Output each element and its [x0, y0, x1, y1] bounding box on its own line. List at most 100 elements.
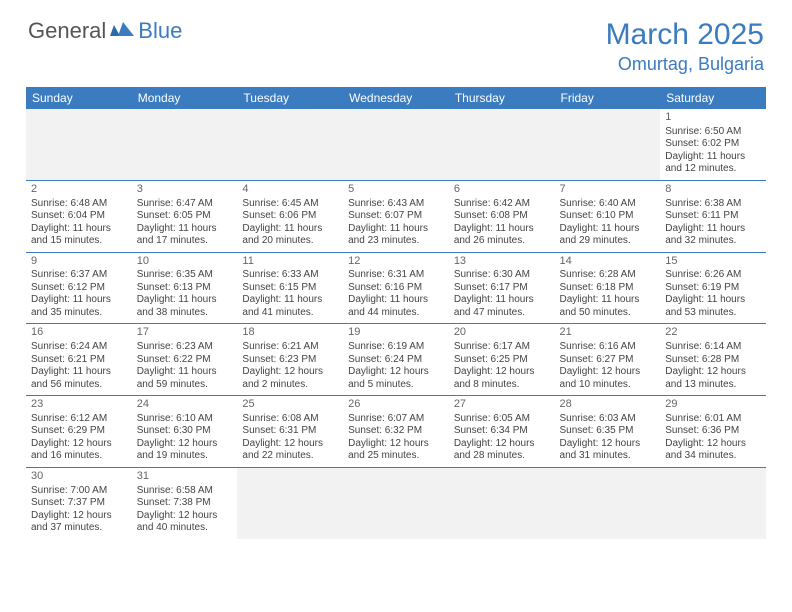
sunset-text: Sunset: 6:21 PM	[31, 354, 127, 367]
sunrise-text: Sunrise: 6:33 AM	[242, 269, 338, 282]
daylight-text: Daylight: 11 hours and 23 minutes.	[348, 223, 444, 248]
daylight-text: Daylight: 11 hours and 32 minutes.	[665, 223, 761, 248]
calendar-day-cell: 16Sunrise: 6:24 AMSunset: 6:21 PMDayligh…	[26, 324, 132, 396]
sunset-text: Sunset: 6:07 PM	[348, 210, 444, 223]
calendar-day-cell: 6Sunrise: 6:42 AMSunset: 6:08 PMDaylight…	[449, 180, 555, 252]
sunrise-text: Sunrise: 6:43 AM	[348, 198, 444, 211]
sunset-text: Sunset: 6:35 PM	[560, 425, 656, 438]
sunset-text: Sunset: 6:32 PM	[348, 425, 444, 438]
weekday-header: Thursday	[449, 87, 555, 109]
calendar-day-cell: 20Sunrise: 6:17 AMSunset: 6:25 PMDayligh…	[449, 324, 555, 396]
sunset-text: Sunset: 6:02 PM	[665, 138, 761, 151]
calendar-day-cell: 15Sunrise: 6:26 AMSunset: 6:19 PMDayligh…	[660, 252, 766, 324]
day-number: 29	[665, 398, 761, 412]
sunrise-text: Sunrise: 6:12 AM	[31, 413, 127, 426]
sunrise-text: Sunrise: 6:35 AM	[137, 269, 233, 282]
sunrise-text: Sunrise: 6:10 AM	[137, 413, 233, 426]
day-number: 5	[348, 183, 444, 197]
sunset-text: Sunset: 6:13 PM	[137, 282, 233, 295]
calendar-day-cell	[449, 467, 555, 538]
sunrise-text: Sunrise: 6:14 AM	[665, 341, 761, 354]
calendar-day-cell: 27Sunrise: 6:05 AMSunset: 6:34 PMDayligh…	[449, 396, 555, 468]
daylight-text: Daylight: 11 hours and 26 minutes.	[454, 223, 550, 248]
calendar-week-row: 2Sunrise: 6:48 AMSunset: 6:04 PMDaylight…	[26, 180, 766, 252]
sunset-text: Sunset: 6:08 PM	[454, 210, 550, 223]
sunset-text: Sunset: 6:22 PM	[137, 354, 233, 367]
calendar-week-row: 16Sunrise: 6:24 AMSunset: 6:21 PMDayligh…	[26, 324, 766, 396]
daylight-text: Daylight: 12 hours and 13 minutes.	[665, 366, 761, 391]
daylight-text: Daylight: 12 hours and 19 minutes.	[137, 438, 233, 463]
day-number: 9	[31, 255, 127, 269]
sunrise-text: Sunrise: 6:01 AM	[665, 413, 761, 426]
daylight-text: Daylight: 12 hours and 5 minutes.	[348, 366, 444, 391]
calendar-week-row: 1Sunrise: 6:50 AMSunset: 6:02 PMDaylight…	[26, 109, 766, 180]
weekday-header: Monday	[132, 87, 238, 109]
daylight-text: Daylight: 11 hours and 59 minutes.	[137, 366, 233, 391]
day-number: 25	[242, 398, 338, 412]
sunset-text: Sunset: 6:25 PM	[454, 354, 550, 367]
calendar-day-cell: 25Sunrise: 6:08 AMSunset: 6:31 PMDayligh…	[237, 396, 343, 468]
sunrise-text: Sunrise: 6:21 AM	[242, 341, 338, 354]
daylight-text: Daylight: 11 hours and 41 minutes.	[242, 294, 338, 319]
calendar-day-cell: 17Sunrise: 6:23 AMSunset: 6:22 PMDayligh…	[132, 324, 238, 396]
sunrise-text: Sunrise: 6:23 AM	[137, 341, 233, 354]
sunset-text: Sunset: 6:34 PM	[454, 425, 550, 438]
day-number: 3	[137, 183, 233, 197]
daylight-text: Daylight: 11 hours and 20 minutes.	[242, 223, 338, 248]
month-title: March 2025	[606, 18, 764, 52]
calendar-week-row: 30Sunrise: 7:00 AMSunset: 7:37 PMDayligh…	[26, 467, 766, 538]
sunset-text: Sunset: 6:23 PM	[242, 354, 338, 367]
day-number: 30	[31, 470, 127, 484]
sunset-text: Sunset: 6:30 PM	[137, 425, 233, 438]
header: General Blue March 2025 Omurtag, Bulgari…	[0, 0, 792, 83]
daylight-text: Daylight: 11 hours and 38 minutes.	[137, 294, 233, 319]
daylight-text: Daylight: 12 hours and 31 minutes.	[560, 438, 656, 463]
calendar-day-cell: 4Sunrise: 6:45 AMSunset: 6:06 PMDaylight…	[237, 180, 343, 252]
calendar-day-cell: 1Sunrise: 6:50 AMSunset: 6:02 PMDaylight…	[660, 109, 766, 180]
daylight-text: Daylight: 11 hours and 35 minutes.	[31, 294, 127, 319]
day-number: 2	[31, 183, 127, 197]
sunset-text: Sunset: 6:04 PM	[31, 210, 127, 223]
calendar-day-cell	[237, 467, 343, 538]
calendar-day-cell: 28Sunrise: 6:03 AMSunset: 6:35 PMDayligh…	[555, 396, 661, 468]
sunset-text: Sunset: 7:37 PM	[31, 497, 127, 510]
calendar-day-cell: 21Sunrise: 6:16 AMSunset: 6:27 PMDayligh…	[555, 324, 661, 396]
calendar-day-cell: 7Sunrise: 6:40 AMSunset: 6:10 PMDaylight…	[555, 180, 661, 252]
day-number: 11	[242, 255, 338, 269]
day-number: 20	[454, 326, 550, 340]
calendar-day-cell	[237, 109, 343, 180]
daylight-text: Daylight: 11 hours and 29 minutes.	[560, 223, 656, 248]
calendar-day-cell	[660, 467, 766, 538]
sunrise-text: Sunrise: 6:37 AM	[31, 269, 127, 282]
day-number: 23	[31, 398, 127, 412]
daylight-text: Daylight: 12 hours and 22 minutes.	[242, 438, 338, 463]
day-number: 14	[560, 255, 656, 269]
day-number: 4	[242, 183, 338, 197]
daylight-text: Daylight: 12 hours and 8 minutes.	[454, 366, 550, 391]
sunrise-text: Sunrise: 6:42 AM	[454, 198, 550, 211]
sunrise-text: Sunrise: 6:19 AM	[348, 341, 444, 354]
sunset-text: Sunset: 6:17 PM	[454, 282, 550, 295]
calendar-table: Sunday Monday Tuesday Wednesday Thursday…	[26, 87, 766, 539]
calendar-week-row: 23Sunrise: 6:12 AMSunset: 6:29 PMDayligh…	[26, 396, 766, 468]
weekday-header: Wednesday	[343, 87, 449, 109]
calendar-day-cell: 31Sunrise: 6:58 AMSunset: 7:38 PMDayligh…	[132, 467, 238, 538]
day-number: 16	[31, 326, 127, 340]
logo-text-blue: Blue	[138, 18, 182, 44]
sunrise-text: Sunrise: 6:03 AM	[560, 413, 656, 426]
sunrise-text: Sunrise: 6:16 AM	[560, 341, 656, 354]
calendar-day-cell	[555, 109, 661, 180]
daylight-text: Daylight: 12 hours and 37 minutes.	[31, 510, 127, 535]
sunset-text: Sunset: 6:24 PM	[348, 354, 444, 367]
day-number: 17	[137, 326, 233, 340]
sunset-text: Sunset: 6:29 PM	[31, 425, 127, 438]
sunrise-text: Sunrise: 6:08 AM	[242, 413, 338, 426]
day-number: 6	[454, 183, 550, 197]
sunrise-text: Sunrise: 6:05 AM	[454, 413, 550, 426]
sunrise-text: Sunrise: 6:07 AM	[348, 413, 444, 426]
daylight-text: Daylight: 12 hours and 16 minutes.	[31, 438, 127, 463]
day-number: 24	[137, 398, 233, 412]
calendar-day-cell: 9Sunrise: 6:37 AMSunset: 6:12 PMDaylight…	[26, 252, 132, 324]
day-number: 13	[454, 255, 550, 269]
sunset-text: Sunset: 6:19 PM	[665, 282, 761, 295]
